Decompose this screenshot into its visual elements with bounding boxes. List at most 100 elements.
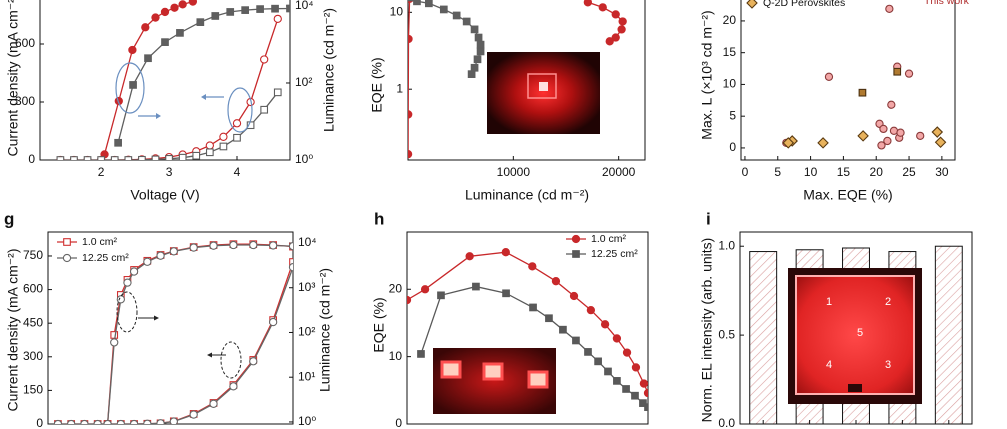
data-point: [161, 38, 169, 46]
y-tick-label: 15: [723, 45, 737, 59]
x-tick-label: 15: [837, 165, 851, 179]
x-tick-label: 10: [804, 165, 818, 179]
data-point: [594, 357, 602, 366]
x-tick-label: 30: [935, 165, 949, 179]
data-point: [572, 336, 580, 345]
data-point: [622, 348, 632, 357]
y-tick-label: 450: [23, 315, 43, 329]
data-point: [70, 156, 78, 160]
legend-marker: [571, 234, 581, 244]
plot-frame: [740, 0, 956, 161]
y2-tick-label: 10¹: [298, 369, 315, 383]
data-point: [605, 37, 614, 46]
data-point: [462, 17, 471, 26]
y-tick-label: 20: [723, 13, 737, 27]
y-tick-label: 0: [28, 152, 35, 166]
data-point: [229, 240, 238, 250]
plot-area: [56, 0, 290, 160]
data-point: [631, 363, 641, 372]
data-point: [67, 419, 76, 424]
data-point: [116, 419, 125, 424]
x-tick-label: 10000: [497, 165, 531, 179]
data-point: [529, 303, 537, 312]
data-point: [934, 136, 947, 148]
arrow-head: [156, 113, 161, 119]
device-label: 1: [826, 296, 832, 308]
data-point: [271, 4, 279, 13]
x-tick-label: 25: [902, 165, 916, 179]
x-tick-label: 5: [774, 165, 781, 179]
plot-area: [408, 0, 627, 159]
annotations: 1 2 5 4 3: [115, 52, 922, 414]
data-point: [188, 0, 198, 6]
data-point: [639, 379, 648, 388]
data-point: [600, 320, 610, 329]
panel-label: h: [374, 209, 384, 228]
data-point: [408, 149, 413, 159]
data-point: [229, 382, 238, 391]
data-point: [232, 119, 242, 128]
y-tick-label: 5: [729, 108, 736, 122]
data-point: [877, 141, 886, 150]
data-point: [408, 34, 413, 44]
data-point: [56, 156, 65, 160]
data-point: [617, 25, 626, 34]
data-point: [124, 156, 133, 160]
data-point: [116, 295, 125, 304]
data-point: [413, 0, 421, 6]
highlight-ellipse: [227, 87, 253, 133]
data-point: [211, 12, 220, 20]
highlight-ellipse: [116, 291, 138, 333]
data-point: [128, 45, 137, 55]
data-point: [196, 18, 205, 26]
y-tick-label: 1.0: [718, 238, 735, 252]
panel-label: g: [4, 209, 14, 228]
data-point: [885, 4, 894, 14]
data-point: [611, 33, 620, 42]
legend-label: 1.0 cm²: [591, 233, 627, 245]
data-point: [288, 263, 293, 272]
data-point: [129, 81, 137, 89]
data-point: [144, 54, 152, 63]
data-point: [110, 338, 119, 347]
legend-marker: [62, 253, 72, 263]
x-tick-label: 4: [234, 165, 241, 179]
data-point: [151, 155, 160, 160]
y2-axis-label: Luminance (cd m⁻²): [321, 8, 337, 132]
y-axis-label: EQE (%): [371, 297, 387, 352]
data-point: [408, 110, 413, 119]
y-axis-label: Max. L (×10³ cd m⁻²): [699, 10, 715, 139]
bar: [749, 251, 778, 424]
data-point: [528, 262, 537, 271]
chart: 0 300 600 10⁰ 10² 10⁴ 2 3 4 Current density (mA c…: [5, 0, 337, 203]
data-point: [123, 278, 132, 287]
device-label: 4: [826, 359, 832, 371]
data-point: [883, 136, 892, 146]
data-point: [425, 0, 433, 8]
data-point: [273, 14, 282, 24]
x-tick-label: 20000: [602, 165, 636, 179]
data-point: [644, 403, 648, 412]
data-point: [129, 267, 139, 276]
y2-tick-label: 10²: [298, 325, 315, 339]
legend-marker: [746, 0, 758, 9]
data-point: [169, 247, 178, 256]
data-point: [407, 295, 412, 305]
data-point: [189, 410, 198, 419]
data-point: [80, 419, 89, 424]
data-point: [501, 248, 510, 257]
data-point: [474, 33, 483, 42]
y2-tick-label: 10²: [295, 75, 312, 89]
data-point: [476, 40, 485, 49]
data-point: [611, 10, 620, 19]
series-line: [420, 285, 648, 408]
y-tick-label: 300: [23, 349, 43, 363]
data-point: [612, 334, 622, 343]
series-line: [60, 91, 279, 160]
data-point: [896, 128, 905, 137]
plot-frame: [406, 231, 649, 425]
data-point: [904, 69, 914, 78]
plot-area: [407, 248, 648, 412]
legend-label: 1.0 cm²: [82, 236, 118, 248]
legend-label: 12.25 cm²: [591, 248, 638, 260]
